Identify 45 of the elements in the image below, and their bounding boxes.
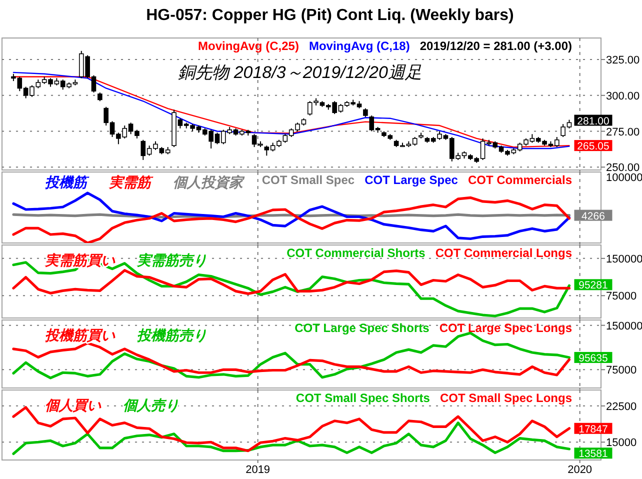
annotation: 2019/12/20 = 281.00 (+3.00) <box>420 39 572 53</box>
annotation: 銅先物 2018/3～2019/12/20週足 <box>178 63 422 82</box>
annotation: 281.00 <box>577 115 610 128</box>
series-label: COT Commercial Longs <box>435 246 572 260</box>
data-label: 265.05 <box>577 140 610 153</box>
data-label: 95635 <box>578 352 608 364</box>
data-label: 95281 <box>578 280 608 292</box>
data-label: 13581 <box>578 448 608 460</box>
text: COT Small Spec Shorts <box>296 391 430 405</box>
text: COT Large Spec Longs <box>439 321 572 335</box>
text: 投機筋 <box>45 174 90 190</box>
x-tick-label: 2019 <box>246 464 270 476</box>
data-label: 17847 <box>578 423 608 436</box>
text: COT Commercial Shorts <box>286 246 426 260</box>
text: 実需筋 <box>108 174 154 190</box>
y-tick-label: 150000 <box>606 320 642 332</box>
y-tick-label: 150000 <box>606 253 642 266</box>
y-tick-label: 300.00 <box>606 90 640 102</box>
annotation: 実需筋売り <box>136 252 207 268</box>
text: MovingAvg (C,18) <box>308 39 410 53</box>
line-series <box>12 269 571 295</box>
line-series <box>12 422 571 456</box>
x-tick-label: 2020 <box>568 464 592 476</box>
annotation: 4266 <box>582 210 606 222</box>
text: COT Small Spec <box>262 173 355 187</box>
y-tick-label: 15000 <box>606 437 637 450</box>
text: MovingAvg (C,25) <box>198 39 299 53</box>
series-label: COT Large Spec Shorts <box>294 321 430 335</box>
y-tick-label: 250.00 <box>606 162 640 174</box>
y-tick-label: 22500 <box>606 400 637 413</box>
annotation: 投機筋売り <box>137 327 207 343</box>
y-tick-label: 75000 <box>606 290 637 303</box>
y-tick-label: 275.00 <box>606 126 640 138</box>
chart-title: HG-057: Copper HG (Pit) Cont Liq. (Weekly bars) <box>146 7 514 24</box>
line-series <box>12 342 571 376</box>
annotation: 個人売り <box>123 397 179 413</box>
y-tick-label: 325.00 <box>606 54 640 67</box>
series-label: COT Small Spec Longs <box>440 391 572 405</box>
text: 個人投資家 <box>173 174 245 190</box>
annotation: 投機筋買い <box>45 327 116 343</box>
text: COT Large Spec <box>364 173 458 187</box>
series-label: COT Commercials <box>468 173 572 187</box>
y-tick-label: 75000 <box>606 364 637 377</box>
annotation: 個人買い <box>45 397 102 413</box>
text: 100000 <box>606 172 642 184</box>
